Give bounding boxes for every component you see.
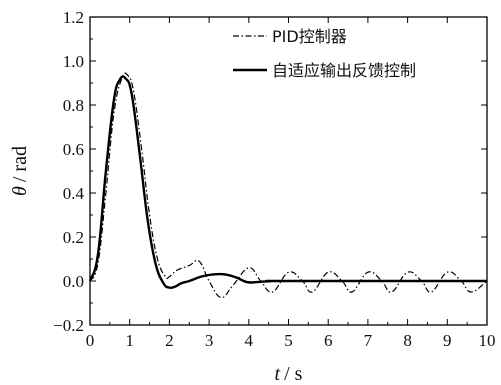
- y-tick-label: 0.8: [63, 96, 84, 115]
- y-tick-label: 1.2: [63, 8, 84, 27]
- x-tick-label: 7: [364, 331, 373, 350]
- series-line-adaptive: [88, 75, 487, 290]
- y-tick-label: 0.2: [63, 228, 84, 247]
- x-tick-label: 2: [165, 331, 174, 350]
- x-tick-label: 6: [324, 331, 333, 350]
- y-axis-variable: θ: [9, 186, 31, 196]
- x-tick-label: 3: [205, 331, 214, 350]
- x-tick-label: 0: [86, 331, 95, 350]
- y-axis-unit: / rad: [9, 146, 31, 182]
- x-tick-label: 8: [403, 331, 412, 350]
- series-line-pid: [89, 72, 488, 299]
- x-tick-label: 9: [443, 331, 452, 350]
- y-tick-label: −0.2: [53, 316, 84, 335]
- y-tick-label: 0.6: [63, 140, 84, 159]
- x-tick-label: 5: [284, 331, 293, 350]
- x-axis-ticks: 0 1 2 3 4 5 6 7 8 9 10: [86, 17, 496, 350]
- y-axis-ticks: −0.2 0.0 0.2 0.4 0.6 0.8 1.0 1.2: [53, 8, 487, 335]
- x-tick-label: 4: [245, 331, 254, 350]
- x-axis-variable: t: [275, 363, 281, 385]
- y-tick-label: 0.0: [63, 272, 84, 291]
- legend-label-pid: PID控制器: [272, 27, 347, 46]
- legend: PID控制器 自适应输出反馈控制: [233, 27, 416, 80]
- x-axis-title: t / s: [275, 363, 303, 385]
- y-tick-label: 0.4: [63, 184, 85, 203]
- legend-label-adaptive: 自适应输出反馈控制: [272, 61, 416, 80]
- y-tick-label: 1.0: [63, 52, 84, 71]
- y-axis-title: θ / rad: [9, 146, 31, 196]
- x-tick-label: 10: [479, 331, 496, 350]
- plot-content: [88, 72, 488, 299]
- x-tick-label: 1: [125, 331, 134, 350]
- x-axis-unit: / s: [284, 363, 303, 385]
